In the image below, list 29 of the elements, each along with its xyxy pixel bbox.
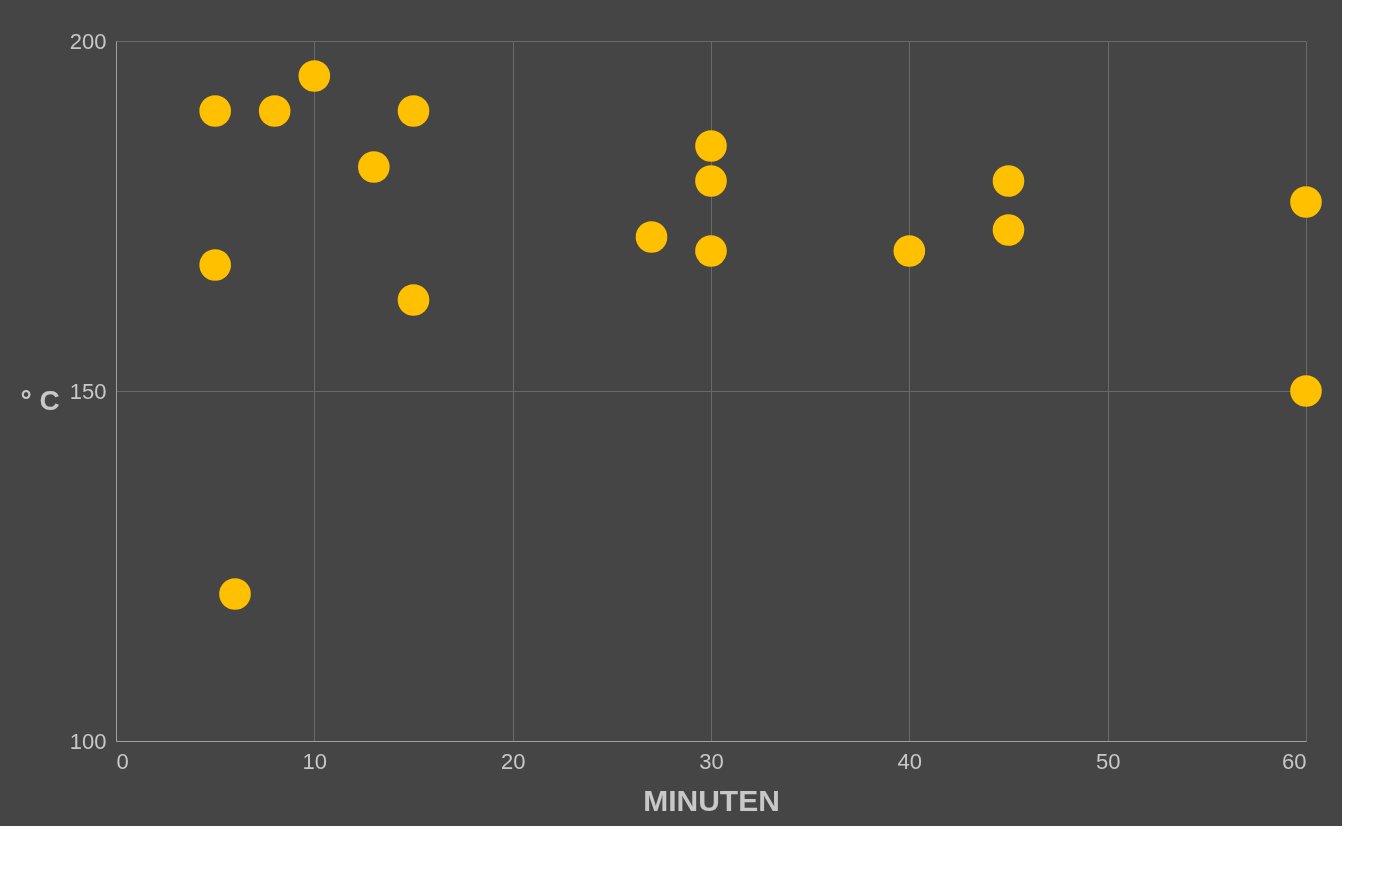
x-tick-label: 30 [699, 748, 724, 774]
y-axis-title: ° C [20, 384, 60, 416]
y-tick-label: 100 [69, 728, 107, 754]
point [893, 235, 926, 267]
point [298, 60, 331, 92]
point [1290, 375, 1322, 407]
point [695, 130, 727, 162]
point [258, 95, 291, 127]
point [358, 151, 390, 183]
point [397, 95, 430, 127]
x-tick-label: 10 [302, 748, 328, 774]
point [992, 214, 1025, 246]
x-tick-label: 50 [1095, 748, 1121, 774]
point [635, 221, 668, 253]
x-tick-label: 60 [1282, 748, 1307, 774]
point [199, 95, 231, 127]
point [695, 165, 727, 197]
point [1290, 186, 1322, 218]
point [219, 578, 251, 610]
y-tick-label: 150 [69, 378, 107, 404]
point [695, 235, 727, 267]
x-tick-label: 40 [897, 748, 923, 774]
x-axis-title: MINUTEN [643, 783, 780, 817]
x-tick-label: 0 [116, 748, 129, 774]
y-tick-label: 200 [69, 28, 107, 54]
point [199, 249, 231, 281]
point [992, 165, 1025, 197]
x-tick-label: 20 [500, 748, 526, 774]
point [397, 284, 430, 316]
